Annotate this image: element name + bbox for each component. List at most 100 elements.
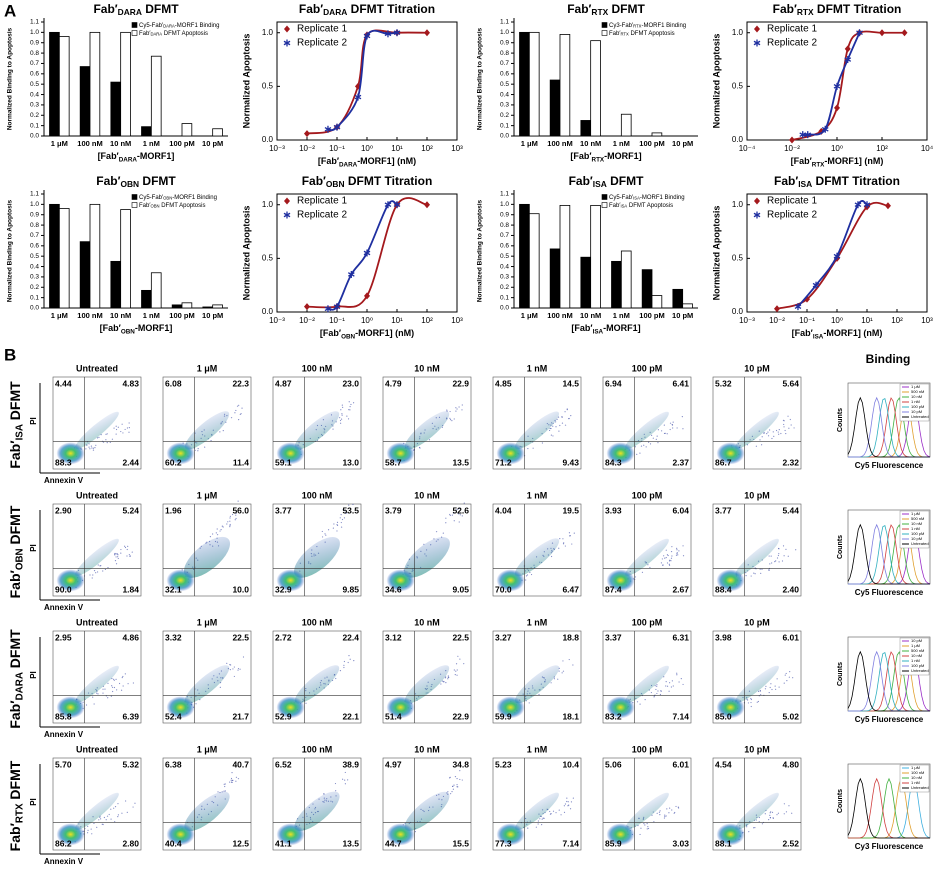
event-density [496,442,525,465]
histogram-curve [847,396,930,458]
event-dot [776,557,779,559]
bar [519,203,530,309]
text-part: DARA [14,672,25,700]
event-dot [672,685,674,687]
data-point [812,281,820,289]
event-dot [197,450,199,452]
legend-label: Cy3-Fab′RTX-MORF1 Binding [609,23,686,29]
bar [641,269,653,309]
x-tick-label: 100 pM [639,139,664,148]
quadrant-value: 52.6 [452,505,469,515]
event-dot [787,415,789,417]
x-axis-label: Annexin V [44,476,84,485]
quadrant-value: 4.86 [122,632,139,642]
legend-label: Untreated [911,668,929,673]
x-tick-label: 10⁻² [769,316,785,325]
event-dot [449,419,452,421]
quadrant-value: 3.27 [495,632,512,642]
x-tick-label: 10 pM [672,139,693,148]
event-dot [239,413,241,416]
quadrant-value: 2.37 [672,457,689,467]
event-dot [92,696,94,698]
text-part: OBN [121,328,135,335]
event-dot [229,517,231,519]
row-label: Fab′ISA DFMT [7,381,25,469]
event-dot [446,409,448,411]
text-part: DFMT [7,505,23,548]
bar [141,289,152,309]
quadrant-value: 4.04 [495,505,512,515]
quadrant-value: 83.2 [605,711,622,721]
quadrant-value: 9.85 [342,584,359,594]
event-dot [447,791,449,793]
legend-marker [754,197,760,205]
event-dot [347,661,349,664]
event-dot [639,703,641,705]
text-part: Cy5-Fab′ [139,23,164,29]
event-dot [124,673,126,675]
quadrant-value: 3.77 [275,505,292,515]
x-tick-label: 100 nM [77,311,102,320]
event-dot [339,670,342,672]
event-dot [238,404,240,406]
x-tick-label: 10² [421,144,433,153]
bar [89,203,101,309]
event-dot [126,811,128,813]
bar [682,303,693,309]
event-dot [653,821,655,823]
quadrant-value: 22.9 [452,378,469,388]
event-dot [111,686,114,688]
plot-title: 1 μM [197,744,218,754]
event-dot [458,521,460,523]
y-tick-label: 0.0 [30,133,39,140]
event-dot [230,777,233,780]
event-dot [463,502,465,504]
text-part: OBN [150,204,159,209]
quadrant-value: 87.4 [605,584,622,594]
bar [79,66,91,137]
event-dot [104,688,106,690]
event-dot [102,692,104,694]
event-dot [665,685,667,687]
event-dot [445,522,447,524]
event-density [276,442,305,465]
event-dot [126,555,128,557]
event-dot [449,513,451,516]
event-dot [660,562,663,564]
data-point [856,29,863,37]
x-tick-label: 10⁻⁴ [739,144,756,153]
event-dot [659,814,661,816]
event-dot [676,552,678,554]
data-point [384,201,392,209]
event-density [606,442,635,465]
legend-swatch [601,202,608,208]
event-dot [458,406,460,408]
quadrant-value: 6.08 [165,378,182,388]
event-dot [663,432,666,435]
event-dot [669,422,672,424]
event-dot [240,413,242,415]
event-dot [449,793,452,795]
event-dot [647,826,649,828]
event-density [183,536,231,578]
data-point [333,303,341,311]
star-stroke [393,30,401,36]
event-dot [559,538,561,540]
event-dot [134,802,136,804]
data-point [324,125,332,133]
event-dot [103,816,105,819]
legend-label: Untreated [911,541,929,546]
x-tick-label: 10 pM [202,311,223,320]
star-stroke [753,40,761,46]
event-dot [754,573,756,575]
event-dot [542,817,544,819]
event-dot [126,548,128,551]
event-dot [532,447,534,449]
event-dot [339,417,341,419]
event-dot [117,803,119,805]
event-dot [566,800,568,803]
event-dot [121,676,123,679]
event-dot [111,685,113,687]
event-dot [235,517,237,520]
legend-label: Untreated [911,414,929,419]
